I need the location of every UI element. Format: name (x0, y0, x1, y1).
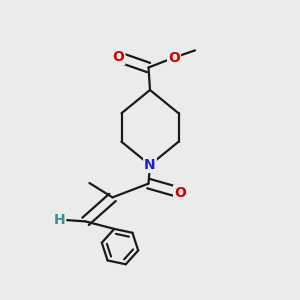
Text: H: H (54, 213, 65, 226)
Text: O: O (112, 50, 124, 64)
Text: O: O (174, 186, 186, 200)
Text: N: N (144, 158, 156, 172)
Text: O: O (168, 51, 180, 64)
